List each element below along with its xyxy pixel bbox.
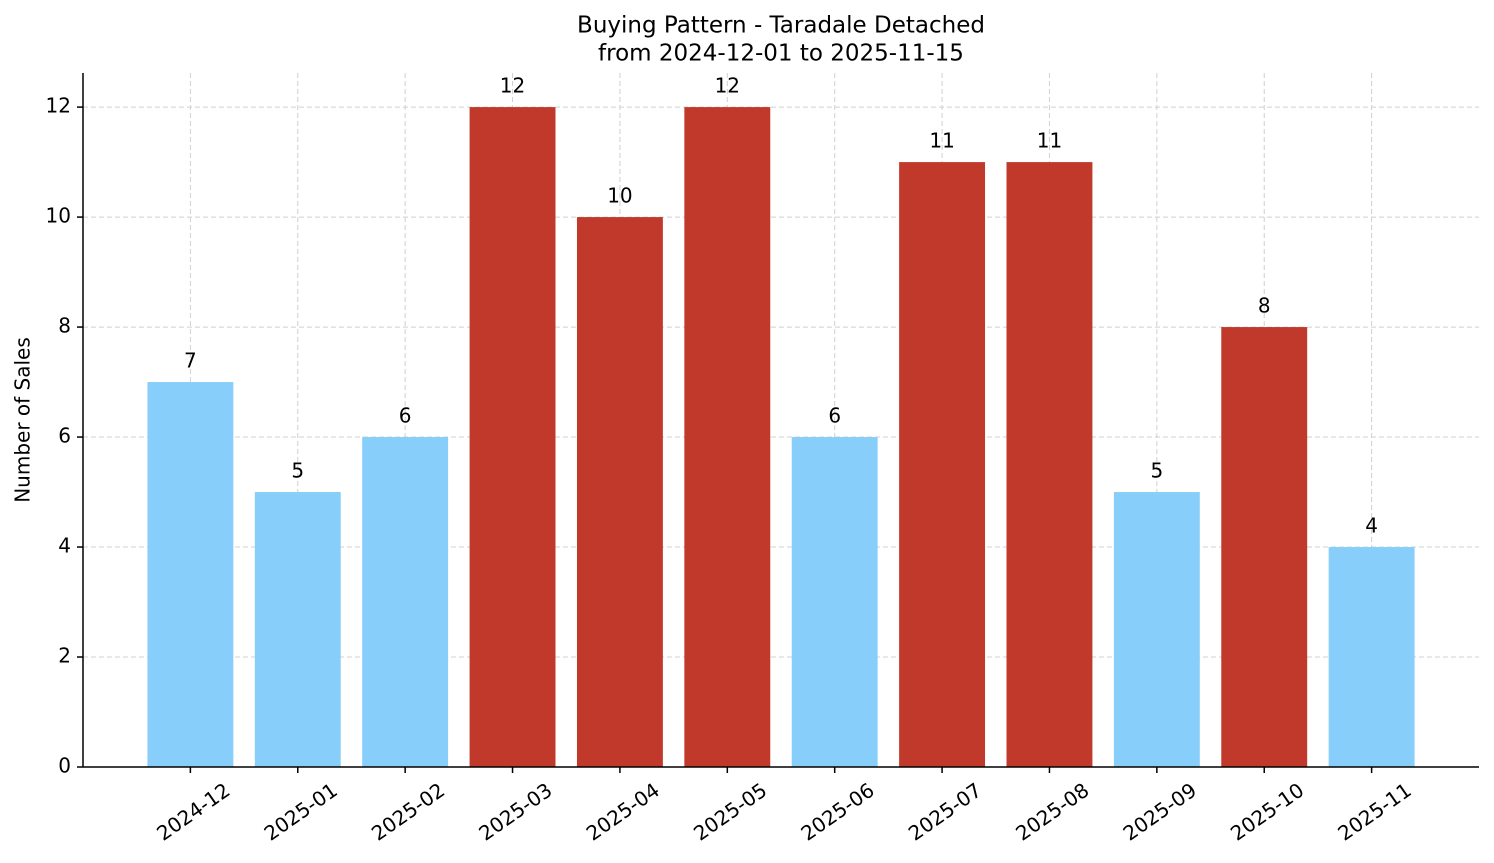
bar — [791, 437, 878, 767]
x-tick-label: 2025-07 — [904, 778, 986, 846]
value-label: 5 — [1150, 459, 1163, 483]
y-tick-label: 10 — [46, 204, 71, 228]
bar — [254, 492, 341, 767]
y-tick-label: 12 — [46, 94, 71, 118]
x-tick-label: 2025-05 — [689, 778, 771, 846]
bars — [147, 107, 1415, 768]
bar — [1328, 547, 1415, 767]
y-tick-label: 8 — [58, 314, 71, 338]
chart-subtitle: from 2024-12-01 to 2025-11-15 — [598, 41, 964, 67]
value-label: 6 — [828, 404, 841, 428]
chart-title: Buying Pattern - Taradale Detached — [577, 13, 985, 39]
bar — [469, 107, 556, 767]
y-axis-label: Number of Sales — [11, 337, 35, 503]
value-label: 12 — [715, 74, 740, 98]
value-label: 8 — [1258, 294, 1271, 318]
x-tick-label: 2025-03 — [474, 778, 556, 846]
value-label: 11 — [1037, 129, 1062, 153]
x-tick-label: 2025-09 — [1119, 778, 1201, 846]
y-tick-label: 4 — [58, 534, 71, 558]
value-label: 5 — [291, 459, 304, 483]
x-tick-label: 2025-06 — [796, 778, 878, 846]
bar — [899, 162, 986, 767]
bar — [684, 107, 771, 767]
value-label: 10 — [607, 184, 632, 208]
y-tick-label: 6 — [58, 424, 71, 448]
bar — [1221, 327, 1308, 767]
value-label: 4 — [1365, 514, 1378, 538]
value-label: 6 — [399, 404, 412, 428]
x-tick-label: 2025-01 — [260, 778, 342, 846]
bar — [362, 437, 449, 767]
value-label: 7 — [184, 349, 197, 373]
x-tick-label: 2025-02 — [367, 778, 449, 846]
x-tick-label: 2025-04 — [582, 778, 664, 846]
x-tick-label: 2025-10 — [1226, 778, 1308, 846]
value-label: 11 — [929, 129, 954, 153]
x-tick-label: 2025-11 — [1333, 778, 1415, 846]
bar — [1006, 162, 1093, 767]
bar — [1113, 492, 1200, 767]
bar — [147, 382, 234, 767]
value-label: 12 — [500, 74, 525, 98]
x-tick-label: 2024-12 — [152, 778, 234, 846]
y-tick-label: 0 — [58, 754, 71, 778]
x-tick-label: 2025-08 — [1011, 778, 1093, 846]
bar — [576, 217, 663, 768]
y-tick-label: 2 — [58, 644, 71, 668]
